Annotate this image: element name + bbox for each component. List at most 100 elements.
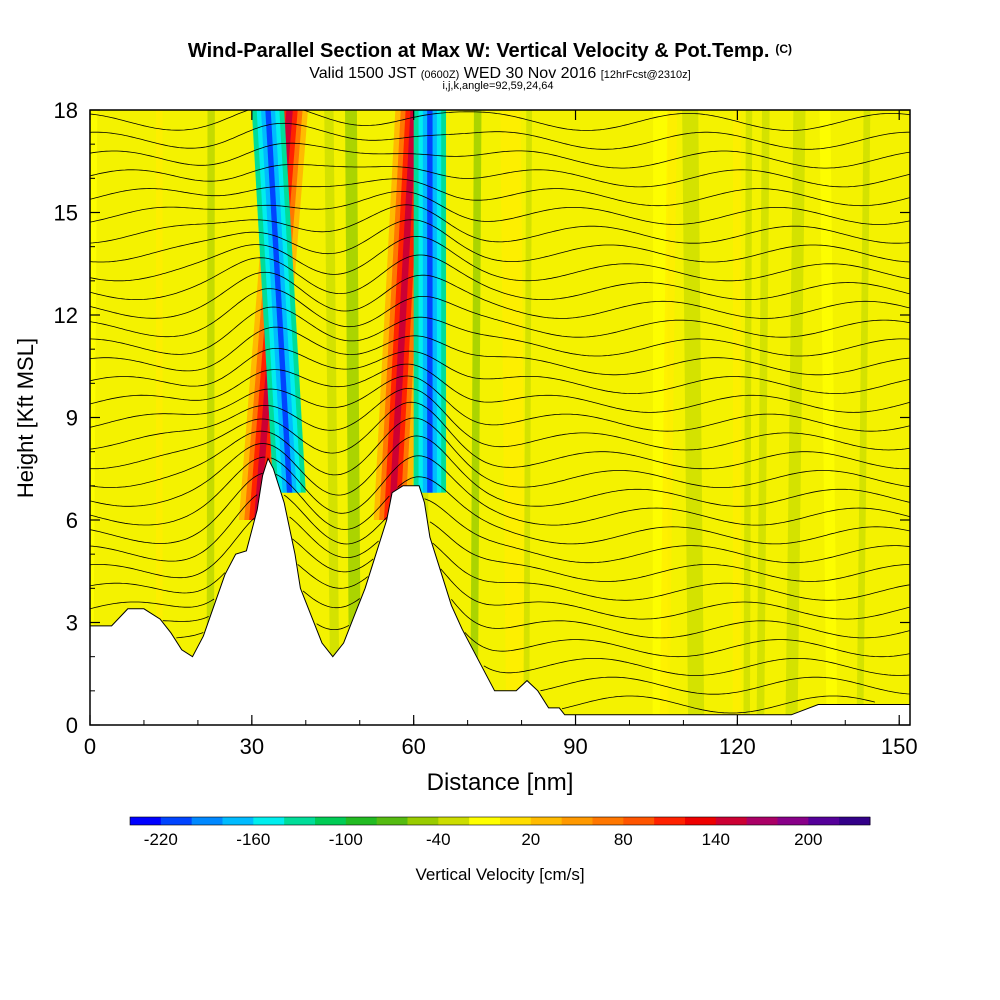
colorbar-swatch: [500, 817, 532, 825]
velocity-stripe: [785, 110, 806, 725]
colorbar: [129, 816, 871, 826]
terrain: [90, 457, 910, 725]
colorbar-tick-label: -220: [144, 830, 178, 849]
colorbar-swatch: [715, 817, 748, 825]
y-tick-label: 9: [66, 406, 78, 431]
colorbar-ticks: -220 -160 -100 -40 20 80 140 200: [144, 830, 823, 849]
velocity-stripe: [470, 110, 482, 725]
x-tick-label: 90: [563, 734, 587, 759]
colorbar-swatch: [130, 817, 162, 825]
isentrope: [90, 538, 910, 601]
y-tick-label: 3: [66, 611, 78, 636]
colorbar-swatch: [345, 817, 378, 825]
colorbar-swatch: [839, 817, 871, 825]
colorbar-swatch: [315, 817, 347, 825]
chart-title-mark: (C): [775, 42, 792, 56]
velocity-stripe: [155, 110, 163, 725]
y-axis: 0 3 6 9 12 15 18: [54, 98, 910, 738]
isentrope: [90, 191, 910, 225]
isentrope: [90, 472, 910, 545]
x-tick-label: 0: [84, 734, 96, 759]
colorbar-tick-label: 140: [702, 830, 730, 849]
updraft-core: [388, 110, 417, 520]
chart-index-line: i,j,k,angle=92,59,24,64: [442, 80, 553, 92]
isentrope: [162, 590, 910, 639]
colorbar-swatch: [777, 817, 809, 825]
velocity-stripe: [732, 110, 741, 725]
isentrope: [90, 417, 910, 488]
velocity-stripe: [324, 110, 340, 725]
colorbar-swatch: [530, 817, 563, 825]
colorbar-frame: [129, 816, 871, 826]
colorbar-swatch: [685, 817, 717, 825]
isentrope: [90, 178, 910, 207]
y-axis-label: Height [Kft MSL]: [13, 338, 38, 498]
isentrope: [90, 401, 910, 470]
velocity-stripe: [756, 110, 770, 725]
x-tick-label: 150: [881, 734, 918, 759]
isentrope: [90, 288, 910, 338]
isentrope: [90, 387, 910, 451]
colorbar-swatch: [376, 817, 408, 825]
potential-temperature-contours: [90, 110, 910, 714]
isentrope: [90, 348, 910, 394]
plot-field: [90, 110, 910, 725]
chart-subtitle: Valid 1500 JST (0600Z) WED 30 Nov 2016 […: [309, 65, 690, 82]
isentrope: [561, 695, 876, 714]
isentrope: [90, 271, 910, 319]
colorbar-swatch: [284, 817, 316, 825]
isentrope: [90, 363, 910, 413]
x-tick-label: 120: [719, 734, 756, 759]
colorbar-swatch: [808, 817, 840, 825]
isentrope: [483, 658, 910, 676]
colorbar-tick-label: 80: [614, 830, 633, 849]
velocity-stripe: [743, 110, 753, 725]
isentrope: [90, 219, 910, 263]
colorbar-swatch: [469, 817, 501, 825]
colorbar-swatch: [222, 817, 254, 825]
colorbar-swatch: [191, 817, 223, 825]
velocity-stripe: [682, 110, 705, 725]
colorbar-swatch: [561, 817, 593, 825]
colorbar-label: Vertical Velocity [cm/s]: [415, 865, 584, 884]
x-tick-label: 60: [401, 734, 425, 759]
isentrope: [90, 204, 910, 244]
y-tick-label: 15: [54, 201, 78, 226]
colorbar-swatch: [253, 817, 285, 825]
isentrope: [90, 375, 910, 432]
colorbar-tick-label: -100: [329, 830, 363, 849]
isentrope: [90, 122, 910, 150]
isentrope: [176, 623, 910, 658]
colorbar-tick-label: 20: [521, 830, 540, 849]
isentrope: [90, 455, 910, 526]
isentrope: [90, 516, 910, 582]
x-axis-label: Distance [nm]: [427, 769, 574, 796]
colorbar-swatch: [438, 817, 470, 825]
downdraft-core: [427, 110, 433, 493]
colorbar-swatch: [160, 817, 193, 825]
velocity-stripe: [206, 110, 215, 725]
isentrope: [90, 435, 910, 507]
colorbar-tick-label: -40: [426, 830, 451, 849]
x-tick-label: 30: [240, 734, 264, 759]
chart-title: Wind-Parallel Section at Max W: Vertical…: [188, 40, 792, 62]
y-tick-label: 6: [66, 508, 78, 533]
y-tick-label: 12: [54, 303, 78, 328]
colorbar-tick-label: -160: [236, 830, 270, 849]
colorbar-tick-label: 200: [794, 830, 822, 849]
isentrope: [90, 326, 910, 376]
x-axis: 0 30 60 90 120 150: [84, 110, 918, 759]
isentrope: [90, 254, 910, 300]
colorbar-swatch: [746, 817, 778, 825]
isentrope: [90, 306, 910, 357]
colorbar-swatch: [592, 817, 624, 825]
isentrope: [540, 676, 910, 695]
y-tick-label: 18: [54, 98, 78, 123]
velocity-stripe: [500, 110, 527, 725]
colorbar-swatch: [407, 817, 439, 825]
velocity-stripe: [856, 110, 871, 725]
isentrope: [90, 494, 910, 564]
isentrope: [90, 564, 910, 620]
y-tick-label: 0: [66, 713, 78, 738]
